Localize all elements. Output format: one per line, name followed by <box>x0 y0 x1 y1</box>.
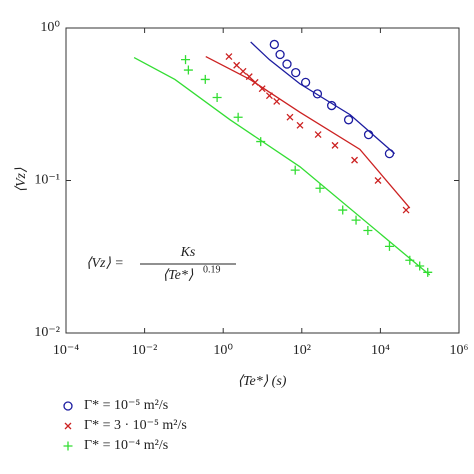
marker <box>290 165 300 175</box>
marker <box>312 89 323 99</box>
marker <box>181 55 191 65</box>
marker <box>423 267 433 277</box>
formula-lhs: ⟨Vz⟩ = <box>86 256 124 271</box>
marker <box>351 215 361 225</box>
marker <box>327 100 337 111</box>
marker <box>286 113 294 121</box>
marker <box>300 77 311 88</box>
marker <box>315 183 325 193</box>
marker <box>384 148 395 159</box>
formula-numerator: Ks <box>180 245 196 260</box>
y-tick-label: 10⁻¹ <box>34 173 60 188</box>
plot-frame <box>65 27 460 334</box>
formula-exponent: 0.19 <box>203 264 221 275</box>
marker <box>183 65 193 75</box>
marker <box>251 78 259 86</box>
marker <box>256 137 266 147</box>
y-tick-label: 10⁰ <box>40 20 60 35</box>
x-tick-label: 10⁶ <box>450 343 469 358</box>
marker <box>273 97 281 105</box>
x-tick-label: 10⁻⁴ <box>53 343 79 358</box>
marker <box>265 92 273 100</box>
x-tick-label: 10⁴ <box>371 343 390 358</box>
fit-line <box>133 56 431 276</box>
marker <box>275 49 285 60</box>
marker <box>351 156 359 164</box>
legend-marker <box>63 441 73 451</box>
x-tick-label: 10⁻² <box>132 343 158 358</box>
marker <box>225 53 233 60</box>
y-axis-label: ⟨Vz⟩ <box>14 167 29 192</box>
legend-label: Γ* = 10⁻⁴ m²/s <box>84 438 168 453</box>
fit-line <box>205 55 411 209</box>
legend-label: Γ* = 10⁻⁵ m²/s <box>84 398 168 413</box>
legend-marker <box>64 422 72 430</box>
fit-line <box>250 41 396 155</box>
marker <box>258 85 266 93</box>
marker <box>338 205 348 215</box>
x-tick-label: 10⁰ <box>213 343 233 358</box>
marker <box>363 226 373 236</box>
marker <box>402 206 410 214</box>
y-tick-label: 10⁻² <box>34 325 60 340</box>
marker <box>384 241 394 251</box>
marker <box>331 141 339 149</box>
marker <box>245 73 253 81</box>
marker <box>374 177 382 184</box>
marker <box>415 261 425 271</box>
marker <box>282 59 292 69</box>
legend-label: Γ* = 3 · 10⁻⁵ m²/s <box>84 418 187 433</box>
legend-marker <box>63 401 73 411</box>
marker <box>296 121 304 129</box>
x-tick-label: 10² <box>293 343 311 358</box>
marker <box>239 67 247 75</box>
marker <box>405 255 415 265</box>
marker <box>233 61 241 69</box>
marker <box>233 112 243 122</box>
marker <box>200 74 210 84</box>
marker <box>269 39 279 50</box>
marker <box>343 115 354 125</box>
marker <box>314 131 322 139</box>
marker <box>212 93 222 103</box>
x-axis-label: ⟨Te*⟩ (s) <box>238 374 287 389</box>
marker <box>291 67 301 78</box>
marker <box>363 129 374 140</box>
formula-denominator: ⟨Te*⟩ <box>163 268 194 283</box>
